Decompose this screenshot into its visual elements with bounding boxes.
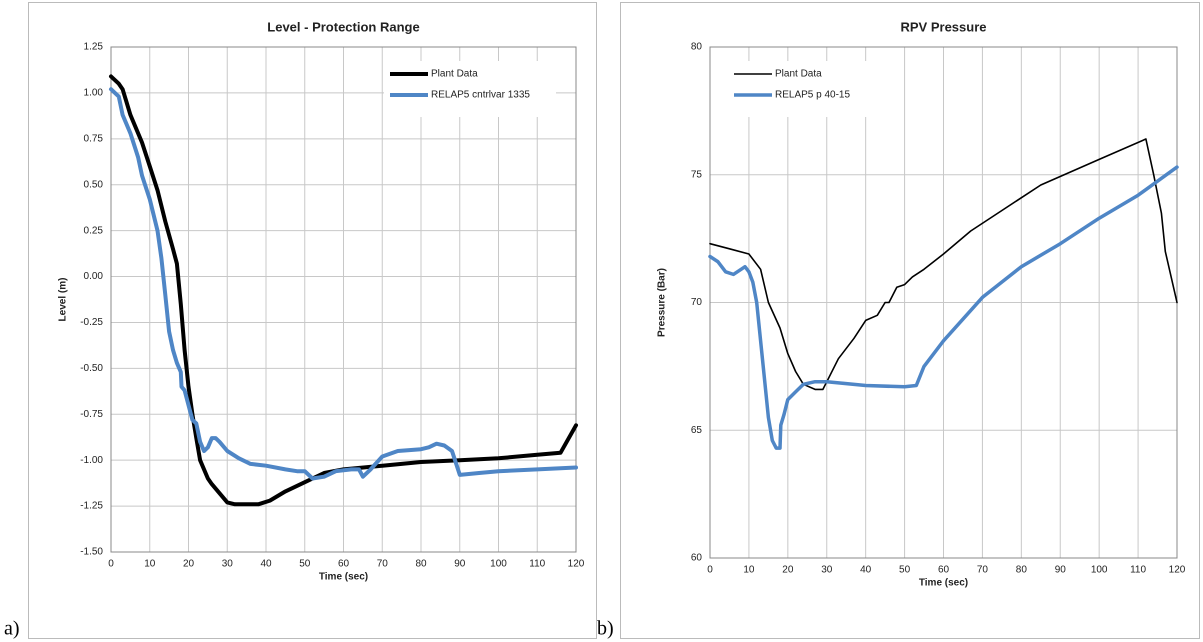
- legend-label: Plant Data: [431, 69, 478, 80]
- chart-title: Level - Protection Range: [267, 19, 419, 34]
- y-tick-label: -0.50: [80, 363, 103, 374]
- y-tick-label: -0.25: [80, 317, 103, 328]
- y-tick-label: 60: [691, 553, 703, 564]
- x-axis-label: Time (sec): [319, 572, 368, 583]
- x-tick-label: 70: [977, 565, 989, 576]
- x-tick-label: 30: [222, 559, 234, 570]
- y-tick-label: 1.25: [84, 42, 104, 53]
- y-tick-label: 75: [691, 169, 703, 180]
- y-tick-label: 0.25: [84, 225, 104, 236]
- y-tick-label: 1.00: [84, 88, 104, 99]
- x-tick-label: 40: [260, 559, 272, 570]
- y-tick-label: 70: [691, 297, 703, 308]
- x-tick-label: 0: [707, 565, 713, 576]
- y-tick-label: 80: [691, 42, 703, 53]
- y-tick-label: -0.75: [80, 409, 103, 420]
- x-tick-label: 80: [1016, 565, 1028, 576]
- panel-label: b): [597, 618, 614, 640]
- legend-label: Plant Data: [775, 69, 822, 80]
- chart-title: RPV Pressure: [901, 19, 987, 34]
- y-tick-label: 0.50: [84, 179, 104, 190]
- x-tick-label: 30: [821, 565, 833, 576]
- data-line: [109, 74, 578, 507]
- x-tick-label: 10: [743, 565, 755, 576]
- y-tick-label: -1.50: [80, 547, 103, 558]
- legend-label: RELAP5 cntrlvar 1335: [431, 90, 530, 101]
- y-axis-label: Pressure (Bar): [657, 268, 668, 337]
- x-tick-label: 20: [183, 559, 195, 570]
- x-tick-label: 110: [1130, 565, 1146, 576]
- x-tick-label: 80: [415, 559, 427, 570]
- x-tick-label: 100: [490, 559, 507, 570]
- x-tick-label: 90: [1055, 565, 1067, 576]
- x-tick-label: 60: [338, 559, 350, 570]
- x-tick-label: 50: [299, 559, 311, 570]
- y-tick-label: 0.00: [84, 271, 104, 282]
- chart-frame: [620, 2, 1200, 639]
- x-tick-label: 110: [529, 559, 545, 570]
- x-tick-label: 90: [454, 559, 466, 570]
- data-line: [708, 165, 1179, 450]
- x-tick-label: 50: [899, 565, 911, 576]
- x-tick-label: 100: [1091, 565, 1108, 576]
- legend-label: RELAP5 p 40-15: [775, 90, 850, 101]
- y-axis-label: Level (m): [58, 278, 69, 322]
- plot-border: [110, 46, 577, 553]
- data-line: [709, 138, 1178, 391]
- panel-label: a): [4, 618, 20, 640]
- x-axis-label: Time (sec): [919, 578, 968, 589]
- legend-box: [384, 61, 556, 117]
- y-tick-label: 0.75: [84, 133, 104, 144]
- x-tick-label: 120: [1169, 565, 1186, 576]
- x-tick-label: 10: [144, 559, 156, 570]
- x-tick-label: 120: [568, 559, 585, 570]
- x-tick-label: 20: [782, 565, 794, 576]
- y-tick-label: -1.25: [80, 501, 103, 512]
- x-tick-label: 70: [377, 559, 389, 570]
- x-tick-label: 60: [938, 565, 950, 576]
- x-tick-label: 0: [108, 559, 114, 570]
- x-tick-label: 40: [860, 565, 872, 576]
- data-line: [109, 87, 578, 481]
- legend-box: [728, 61, 903, 117]
- y-tick-label: -1.00: [80, 455, 103, 466]
- y-tick-label: 65: [691, 425, 703, 436]
